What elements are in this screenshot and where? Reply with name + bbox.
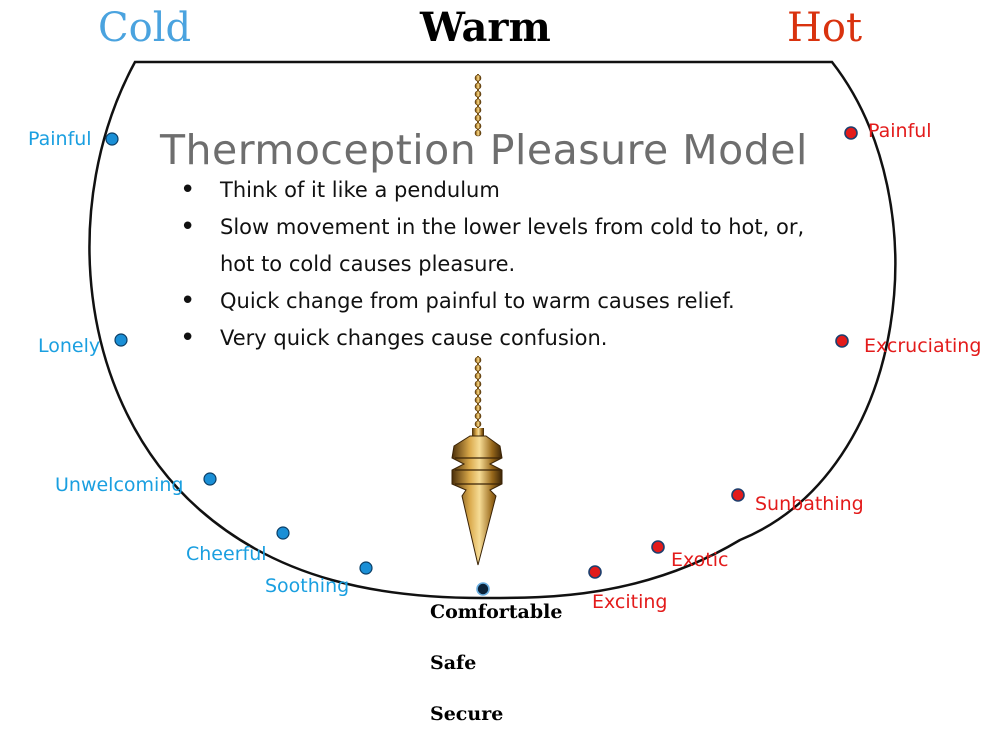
- hot-label-sunbathing: Sunbathing: [755, 493, 864, 515]
- hot-header: Hot: [787, 5, 863, 51]
- center-label-comfortable: Comfortable: [430, 601, 563, 623]
- chain-top: [474, 74, 482, 137]
- center-label-safe: Safe: [430, 652, 477, 674]
- hot-label-excruciating: Excruciating: [864, 335, 982, 357]
- cold-label-lonely: Lonely: [38, 335, 101, 357]
- hot-point-dot: [835, 334, 849, 348]
- pendulum-bob: [451, 428, 503, 566]
- bullet-item: Very quick changes cause confusion.: [180, 320, 820, 357]
- hot-point-dot: [844, 126, 858, 140]
- cold-point-dot: [114, 333, 128, 347]
- bowl-outline: [88, 60, 897, 600]
- bullet-list: Think of it like a pendulum Slow movemen…: [180, 172, 820, 357]
- cold-label-cheerful: Cheerful: [186, 543, 267, 565]
- cold-point-dot: [203, 472, 217, 486]
- hot-point-dot: [588, 565, 602, 579]
- cold-point-dot: [359, 561, 373, 575]
- bullet-item: Slow movement in the lower levels from c…: [180, 209, 820, 283]
- warm-header: Warm: [420, 4, 551, 51]
- bullet-item: Think of it like a pendulum: [180, 172, 820, 209]
- center-label-secure: Secure: [430, 703, 504, 725]
- diagram-title: Thermoception Pleasure Model: [160, 126, 808, 174]
- center-point-dot: [476, 582, 490, 596]
- cold-header: Cold: [98, 5, 192, 51]
- cold-point-dot: [105, 132, 119, 146]
- cold-label-unwelcoming: Unwelcoming: [55, 474, 184, 496]
- hot-point-dot: [731, 488, 745, 502]
- hot-label-exciting: Exciting: [592, 591, 668, 613]
- cold-point-dot: [276, 526, 290, 540]
- bullet-item: Quick change from painful to warm causes…: [180, 283, 820, 320]
- hot-label-painful: Painful: [868, 120, 932, 142]
- chain-bottom: [474, 356, 482, 432]
- hot-point-dot: [651, 540, 665, 554]
- hot-label-exotic: Exotic: [671, 549, 729, 571]
- cold-label-painful: Painful: [28, 128, 92, 150]
- cold-label-soothing: Soothing: [265, 575, 350, 597]
